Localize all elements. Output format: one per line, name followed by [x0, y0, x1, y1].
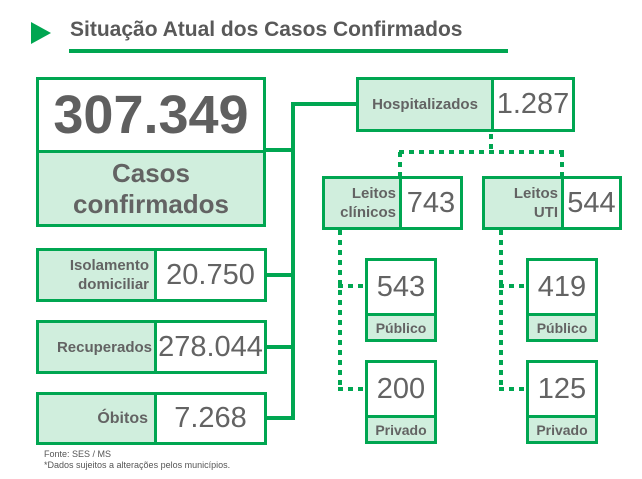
leitos-uti-card: Leitos UTI 544	[482, 176, 622, 230]
divider	[368, 313, 434, 316]
divider	[154, 395, 157, 442]
dotted-connector	[398, 152, 402, 176]
leitos-clinicos-label-line2: clínicos	[340, 204, 396, 221]
divider	[399, 179, 402, 227]
connector	[264, 148, 295, 152]
header-arrow-icon	[31, 22, 51, 44]
isolamento-label-line1: Isolamento	[69, 257, 149, 274]
uti-publico-card: 419 Público	[526, 258, 598, 342]
isolamento-label-line2: domiciliar	[78, 276, 149, 293]
clinicos-privado-label: Privado	[368, 418, 434, 441]
dotted-connector	[338, 284, 364, 288]
divider	[529, 313, 595, 316]
uti-privado-label: Privado	[529, 418, 595, 441]
connector	[291, 102, 295, 420]
leitos-clinicos-label-line1: Leitos	[351, 185, 396, 202]
uti-publico-label: Público	[529, 316, 595, 339]
source-note: Fonte: SES / MS	[44, 449, 112, 459]
hospitalizados-card: Hospitalizados 1.287	[356, 77, 575, 132]
leitos-clinicos-label: Leitos clínicos	[325, 179, 399, 227]
total-cases-label-line1: Casos	[111, 157, 191, 188]
dotted-connector	[489, 134, 493, 152]
total-cases-label: Casos confirmados	[39, 153, 263, 224]
leitos-clinicos-value: 743	[406, 186, 456, 219]
divider	[368, 415, 434, 418]
divider	[39, 150, 263, 153]
leitos-uti-label: Leitos UTI	[485, 179, 561, 227]
dotted-connector	[338, 387, 364, 391]
isolamento-card: Isolamento domiciliar 20.750	[36, 248, 267, 302]
obitos-card: Óbitos 7.268	[36, 392, 267, 445]
title-underline	[69, 49, 508, 53]
total-cases-value: 307.349	[53, 85, 249, 145]
total-cases-label-line2: confirmados	[72, 188, 230, 219]
connector	[265, 273, 293, 277]
recuperados-card: Recuperados 278.044	[36, 320, 267, 374]
dotted-connector	[399, 150, 565, 154]
connector	[265, 416, 293, 420]
divider	[154, 323, 157, 371]
uti-privado-card: 125 Privado	[526, 360, 598, 444]
hospitalizados-label: Hospitalizados	[359, 80, 491, 129]
dotted-connector	[499, 230, 503, 390]
divider	[561, 179, 564, 227]
leitos-uti-label-line1: Leitos	[513, 185, 558, 202]
leitos-uti-value: 544	[567, 186, 616, 219]
clinicos-privado-card: 200 Privado	[365, 360, 437, 444]
connector	[265, 345, 293, 349]
divider	[491, 80, 494, 129]
clinicos-publico-value: 543	[376, 270, 426, 303]
hospitalizados-value: 1.287	[496, 88, 570, 120]
recuperados-value: 278.044	[158, 330, 263, 363]
dotted-connector	[560, 152, 564, 176]
recuperados-label: Recuperados	[39, 323, 154, 371]
leitos-clinicos-card: Leitos clínicos 743	[322, 176, 463, 230]
uti-publico-value: 419	[537, 270, 587, 303]
page-title: Situação Atual dos Casos Confirmados	[70, 18, 463, 41]
divider	[154, 251, 157, 299]
dotted-connector	[499, 284, 525, 288]
obitos-label: Óbitos	[39, 395, 154, 442]
isolamento-label: Isolamento domiciliar	[39, 251, 154, 299]
dotted-connector	[338, 230, 342, 390]
total-cases-card: 307.349 Casos confirmados	[36, 77, 266, 227]
divider	[529, 415, 595, 418]
disclaimer-note: *Dados sujeitos a alterações pelos munic…	[44, 460, 231, 470]
clinicos-publico-label: Público	[368, 316, 434, 339]
connector	[291, 102, 357, 106]
obitos-value: 7.268	[174, 402, 247, 434]
dotted-connector	[499, 387, 525, 391]
clinicos-publico-card: 543 Público	[365, 258, 437, 342]
isolamento-value: 20.750	[166, 258, 255, 291]
clinicos-privado-value: 200	[376, 372, 426, 405]
leitos-uti-label-line2: UTI	[533, 204, 558, 221]
uti-privado-value: 125	[537, 372, 587, 405]
